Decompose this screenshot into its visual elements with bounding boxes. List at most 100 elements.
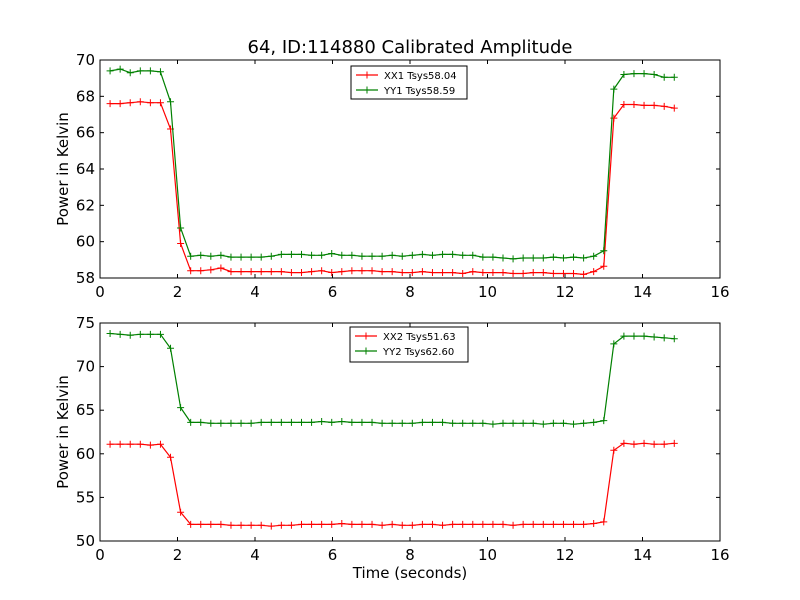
data-point — [378, 521, 386, 529]
data-point — [136, 67, 144, 75]
data-point — [610, 85, 618, 93]
data-point — [580, 270, 588, 278]
data-point — [187, 418, 195, 426]
data-point — [197, 520, 205, 528]
data-point — [338, 520, 346, 528]
data-point — [167, 344, 175, 352]
data-point — [287, 269, 295, 277]
data-point — [570, 269, 578, 277]
x-tick-label: 4 — [250, 546, 260, 564]
data-point — [459, 251, 467, 259]
data-point — [388, 251, 396, 259]
data-point — [106, 67, 114, 75]
data-point — [318, 418, 326, 426]
data-point — [348, 520, 356, 528]
data-point — [126, 99, 134, 107]
data-point — [267, 522, 275, 530]
data-point — [156, 99, 164, 107]
data-point — [116, 440, 124, 448]
x-tick-label: 10 — [478, 283, 497, 301]
data-point — [610, 340, 618, 348]
x-tick-label: 0 — [95, 283, 105, 301]
data-point — [187, 267, 195, 275]
y-tick-label: 50 — [76, 532, 95, 550]
data-point — [197, 418, 205, 426]
data-point — [328, 269, 336, 277]
data-point — [590, 418, 598, 426]
data-point — [549, 269, 557, 277]
data-point — [227, 419, 235, 427]
y-tick-label: 64 — [76, 160, 95, 178]
data-point — [136, 440, 144, 448]
data-point — [439, 250, 447, 258]
data-point — [660, 440, 668, 448]
data-point — [418, 250, 426, 258]
data-point — [529, 269, 537, 277]
data-point — [539, 420, 547, 428]
data-point — [398, 521, 406, 529]
legend-marker — [362, 332, 370, 340]
data-point — [529, 419, 537, 427]
data-point — [509, 255, 517, 263]
data-point — [549, 419, 557, 427]
data-point — [408, 521, 416, 529]
data-point — [660, 73, 668, 81]
data-point — [277, 250, 285, 258]
data-point — [287, 418, 295, 426]
data-point — [499, 520, 507, 528]
data-point — [277, 418, 285, 426]
data-point — [489, 253, 497, 261]
y-tick-label: 60 — [76, 445, 95, 463]
data-point — [418, 418, 426, 426]
data-point — [207, 266, 215, 274]
data-point — [660, 102, 668, 110]
data-point — [247, 253, 255, 261]
data-point — [418, 268, 426, 276]
y-axis-label: Power in Kelvin — [54, 375, 72, 489]
data-point — [298, 269, 305, 277]
data-point — [408, 419, 416, 427]
y-tick-label: 75 — [76, 314, 95, 332]
data-point — [217, 419, 225, 427]
data-point — [257, 521, 265, 529]
data-point — [600, 518, 608, 526]
data-point — [116, 100, 124, 108]
data-point — [630, 332, 638, 340]
data-point — [650, 101, 658, 109]
data-point — [328, 249, 336, 257]
legend-entry: XX2 Tsys51.63 — [383, 332, 456, 343]
data-point — [398, 252, 406, 260]
data-point — [156, 330, 164, 338]
data-point — [177, 239, 185, 247]
data-point — [187, 520, 195, 528]
data-point — [237, 419, 245, 427]
data-point — [590, 268, 598, 276]
figure-title: 64, ID:114880 Calibrated Amplitude — [248, 37, 573, 58]
data-point — [539, 254, 547, 262]
data-point — [338, 251, 346, 259]
data-point — [398, 419, 406, 427]
data-point — [428, 520, 436, 528]
x-tick-label: 8 — [405, 283, 415, 301]
data-point — [630, 440, 638, 448]
data-point — [449, 520, 457, 528]
data-point — [197, 267, 205, 275]
data-point — [207, 419, 215, 427]
data-point — [368, 267, 376, 275]
data-point — [277, 521, 285, 529]
data-point — [640, 332, 648, 340]
legend-box — [350, 65, 468, 100]
x-tick-label: 2 — [173, 546, 183, 564]
data-point — [499, 419, 507, 427]
data-point — [559, 269, 567, 277]
data-point — [358, 520, 366, 528]
data-point — [650, 71, 658, 79]
y-tick-label: 66 — [76, 124, 95, 142]
data-point — [670, 73, 678, 81]
x-tick-label: 10 — [478, 546, 497, 564]
data-point — [308, 520, 316, 528]
data-point — [267, 418, 275, 426]
data-point — [146, 67, 154, 75]
data-point — [388, 520, 396, 528]
